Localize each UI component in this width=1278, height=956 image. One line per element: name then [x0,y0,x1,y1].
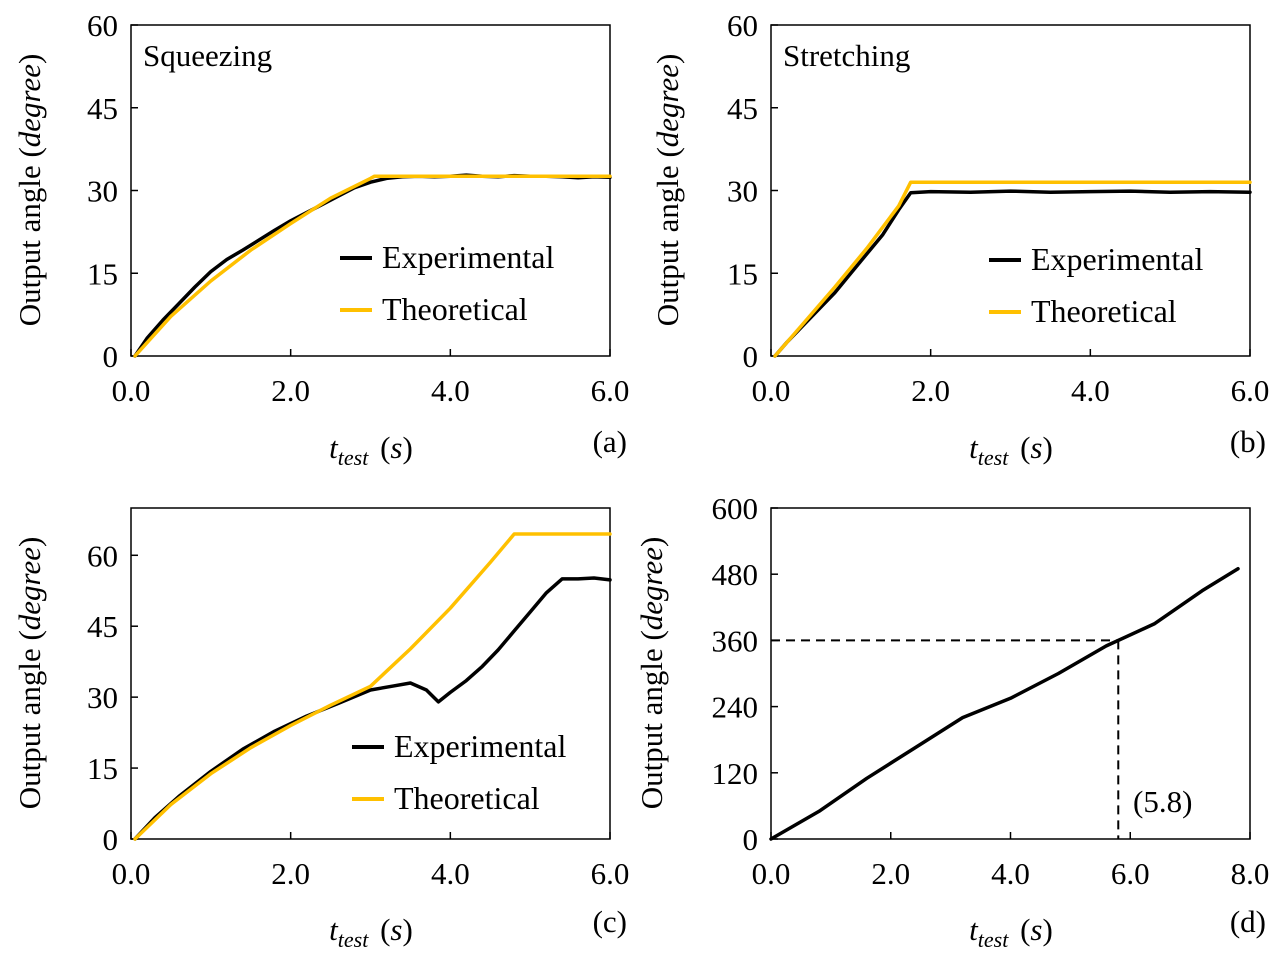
x-tick-label: 0.0 [112,856,151,891]
y-tick-label: 120 [712,756,759,791]
x-tick-label: 8.0 [1231,856,1270,891]
x-tick-label: 6.0 [591,856,630,891]
x-tick-label: 4.0 [431,856,470,891]
y-tick-label: 240 [712,690,759,725]
series-line-theoretical [773,180,1252,358]
legend-label-experimental: Experimental [394,728,566,764]
series-line-theoretical [133,174,612,358]
y-tick-label: 0 [743,822,759,857]
y-tick-label: 15 [87,751,118,786]
chart-panel-d: 0.0 2.0 4.0 6.0 8.0 0 120 240 360 480 600 ttest (s)… [634,491,1269,952]
y-tick-label: 15 [87,256,118,291]
y-tick-label: 0 [103,339,119,374]
y-tick-label: 30 [727,174,758,209]
x-tick-label: 4.0 [1071,373,1110,408]
x-tick-label: 2.0 [271,856,310,891]
y-axis-title: Output angle (degree) [12,54,47,327]
y-tick-label: 15 [727,256,758,291]
y-tick-label: 60 [727,8,758,43]
y-tick-label: 0 [103,822,119,857]
chart-panel-a: 0.0 2.0 4.0 6.0 0 15 30 45 60 ttest (s) Output ang… [12,8,629,470]
y-tick-label: 600 [712,491,759,526]
x-tick-label: 6.0 [1231,373,1270,408]
legend-label-experimental: Experimental [382,239,554,275]
x-axis-title: ttest (s) [969,912,1053,952]
y-tick-label: 60 [87,538,118,573]
series-line-experimental [133,576,612,841]
x-axis-title: ttest (s) [329,912,413,952]
y-tick-label: 480 [712,557,759,592]
x-axis-title: ttest (s) [329,430,413,470]
x-tick-label: 4.0 [431,373,470,408]
panel-label: (d) [1230,904,1266,939]
plot-frame [130,24,611,357]
plot-frame [130,507,611,840]
legend-label-theoretical: Theoretical [382,291,528,327]
y-tick-label: 0 [743,339,759,374]
series-line-experimental [773,189,1252,358]
x-tick-label: 2.0 [871,856,910,891]
y-tick-label: 30 [87,174,118,209]
x-tick-label: 0.0 [752,373,791,408]
y-tick-label: 30 [87,680,118,715]
panel-annotation: Squeezing [143,38,272,73]
series-line-experimental [769,566,1240,841]
x-tick-label: 2.0 [271,373,310,408]
y-tick-label: 60 [87,8,118,43]
panel-annotation: Stretching [783,38,910,73]
y-tick-label: 45 [727,91,758,126]
x-axis-title: ttest (s) [969,430,1053,470]
legend-label-experimental: Experimental [1031,241,1203,277]
series-line-theoretical [133,532,612,841]
x-tick-label: 6.0 [591,373,630,408]
x-tick-label: 4.0 [991,856,1030,891]
x-tick-label: 2.0 [911,373,950,408]
chart-panel-c: 0.0 2.0 4.0 6.0 0 15 30 45 60 ttest (s) Output ang… [12,507,630,952]
x-tick-label: 0.0 [112,373,151,408]
y-axis-title: Output angle (degree) [12,537,47,810]
panel-label: (a) [593,424,627,459]
legend-label-theoretical: Theoretical [1031,293,1177,329]
y-tick-label: 45 [87,609,118,644]
x-tick-label: 6.0 [1111,856,1150,891]
panel-annotation: (5.8) [1133,784,1192,819]
y-tick-label: 360 [712,623,759,658]
x-tick-label: 0.0 [752,856,791,891]
panel-label: (c) [593,904,627,939]
y-tick-label: 45 [87,91,118,126]
y-axis-title: Output angle (degree) [650,54,685,327]
y-axis-title: Output angle (degree) [634,537,669,810]
legend-label-theoretical: Theoretical [394,780,540,816]
chart-panel-b: 0.0 2.0 4.0 6.0 0 15 30 45 60 ttest (s) Output ang… [650,8,1269,470]
panel-label: (b) [1230,424,1266,459]
